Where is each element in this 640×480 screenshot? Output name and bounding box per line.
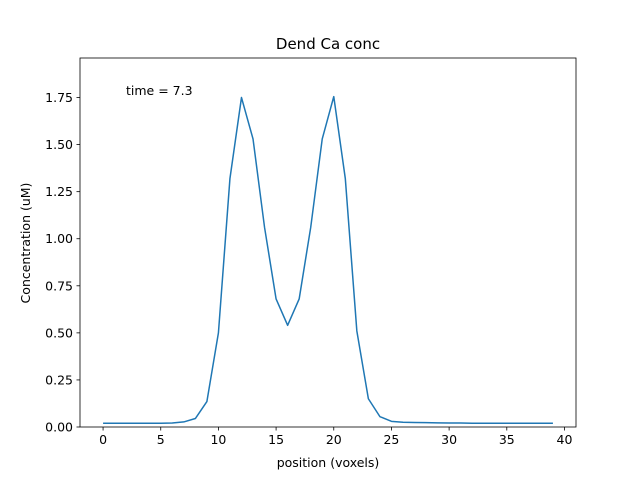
x-tick-label: 20 [326,432,342,447]
y-tick-label: 1.25 [45,184,73,199]
chart-title: Dend Ca conc [276,35,380,53]
y-tick-label: 0.00 [45,420,73,435]
y-axis-label: Concentration (uM) [18,183,33,304]
y-tick-label: 1.50 [45,137,73,152]
y-tick-label: 1.00 [45,231,73,246]
x-tick-label: 15 [268,432,284,447]
x-axis-label: position (voxels) [277,455,380,470]
x-tick-label: 35 [499,432,515,447]
x-tick-label: 0 [99,432,107,447]
x-tick-label: 5 [157,432,165,447]
x-tick-label: 25 [383,432,399,447]
y-tick-label: 0.75 [45,278,73,293]
plot-area: 0 5 10 15 20 25 30 35 40 0.00 0.25 0.50 0.75 1.00 1.25… [45,57,577,447]
y-tick-label: 1.75 [45,90,73,105]
x-tick-label: 40 [557,432,573,447]
y-tick-label: 0.50 [45,325,73,340]
axes-frame [79,57,577,428]
x-tick-label: 10 [210,432,226,447]
time-annotation: time = 7.3 [126,83,193,98]
x-tick-label: 30 [441,432,457,447]
series-line [103,95,553,424]
y-tick-label: 0.25 [45,372,73,387]
